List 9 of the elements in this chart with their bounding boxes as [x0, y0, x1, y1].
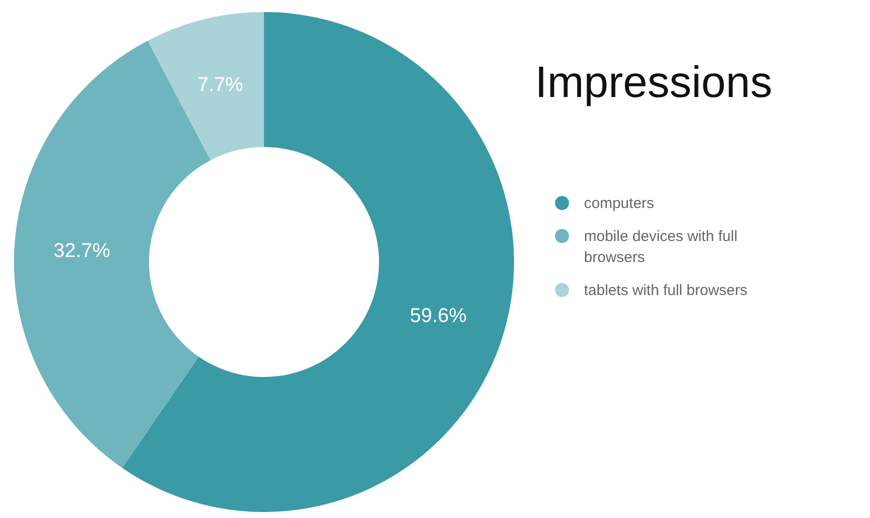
donut-slice — [122, 12, 514, 512]
legend-label: tablets with full browsers — [584, 282, 748, 298]
data-label: 32.7% — [53, 240, 110, 262]
data-label: 7.7% — [197, 74, 244, 96]
text: Impressions — [535, 58, 772, 107]
legend-label: mobile devices with full browsers — [584, 228, 738, 266]
data-label: 59.6% — [410, 305, 467, 328]
legend-label: computers — [584, 194, 654, 212]
donut-slice — [148, 12, 264, 160]
